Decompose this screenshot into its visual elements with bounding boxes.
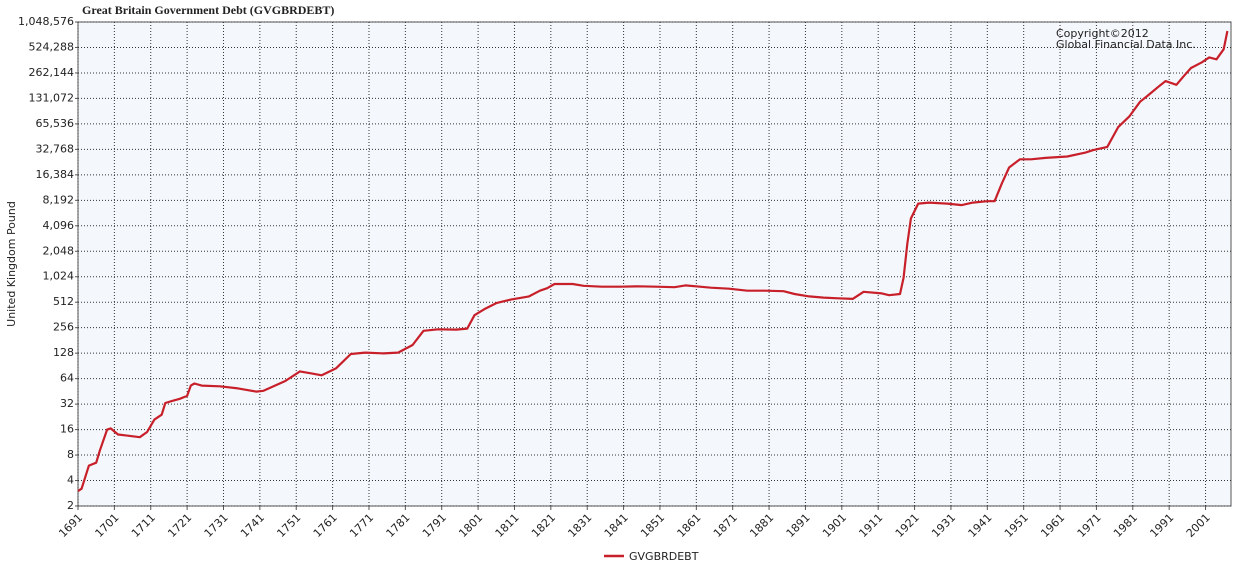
- chart-title: Great Britain Government Debt (GVGBRDEBT…: [82, 3, 334, 17]
- x-tick-label: 1841: [602, 511, 631, 540]
- y-tick-label: 32: [60, 397, 74, 410]
- x-tick-label: 1871: [711, 511, 740, 540]
- x-tick-label: 1781: [384, 511, 413, 540]
- x-tick-label: 1961: [1038, 511, 1067, 540]
- annotation-line: Global Financial Data Inc.: [1056, 38, 1196, 51]
- x-tick-label: 1861: [675, 511, 704, 540]
- y-tick-label: 8: [67, 448, 74, 461]
- x-tick-label: 1761: [311, 511, 340, 540]
- y-tick-label: 4: [67, 474, 74, 487]
- y-tick-label: 16: [60, 423, 74, 436]
- y-tick-label: 2: [67, 499, 74, 512]
- x-tick-label: 1721: [165, 511, 194, 540]
- y-tick-label: 8,192: [43, 193, 75, 206]
- annotation-line: Copyright©2012: [1056, 27, 1149, 40]
- x-tick-label: 1901: [820, 511, 849, 540]
- y-tick-label: 2,048: [43, 244, 75, 257]
- annotation: Copyright©2012 Global Financial Data Inc.: [1056, 27, 1196, 51]
- x-tick-label: 1831: [565, 511, 594, 540]
- x-tick-label: 1701: [93, 511, 122, 540]
- y-tick-label: 16,384: [36, 168, 75, 181]
- y-tick-label: 1,024: [43, 270, 75, 283]
- x-tick-label: 1981: [1111, 511, 1140, 540]
- x-tick-label: 1911: [856, 511, 885, 540]
- x-tick-label: 1881: [747, 511, 776, 540]
- x-tick-label: 1791: [420, 511, 449, 540]
- y-tick-label: 512: [53, 295, 74, 308]
- x-tick-label: 1891: [784, 511, 813, 540]
- x-tick-label: 1921: [893, 511, 922, 540]
- y-tick-label: 64: [60, 372, 74, 385]
- x-tick-label: 1751: [274, 511, 303, 540]
- x-tick-label: 1741: [238, 511, 267, 540]
- x-tick-label: 1941: [966, 511, 995, 540]
- y-tick-label: 4,096: [43, 219, 75, 232]
- x-tick-label: 1801: [456, 511, 485, 540]
- y-tick-label: 1,048,576: [18, 15, 74, 28]
- x-tick-label: 1851: [638, 511, 667, 540]
- legend-label: GVGBRDEBT: [629, 550, 699, 563]
- y-tick-label: 65,536: [36, 117, 75, 130]
- y-tick-label: 262,144: [29, 66, 75, 79]
- x-tick-label: 2001: [1184, 511, 1213, 540]
- y-tick-label: 131,072: [29, 91, 75, 104]
- y-tick-label: 256: [53, 321, 74, 334]
- x-tick-label: 1931: [929, 511, 958, 540]
- y-tick-label: 32,768: [36, 142, 75, 155]
- x-tick-label: 1971: [1075, 511, 1104, 540]
- x-tick-label: 1811: [493, 511, 522, 540]
- x-tick-label: 1711: [129, 511, 158, 540]
- y-axis-label: United Kingdom Pound: [5, 201, 18, 327]
- y-tick-label: 128: [53, 346, 74, 359]
- data-line: [77, 30, 1229, 493]
- x-tick-label: 1821: [529, 511, 558, 540]
- x-tick-label: 1991: [1147, 511, 1176, 540]
- x-tick-label: 1731: [202, 511, 231, 540]
- x-tick-label: 1691: [56, 511, 85, 540]
- x-tick-label: 1951: [1002, 511, 1031, 540]
- y-tick-label: 524,288: [29, 40, 75, 53]
- x-tick-label: 1771: [347, 511, 376, 540]
- plot-area: [77, 21, 1232, 507]
